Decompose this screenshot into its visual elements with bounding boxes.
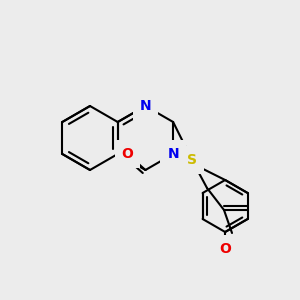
Text: O: O [219, 242, 231, 256]
Text: S: S [187, 153, 197, 167]
Text: N: N [167, 147, 179, 161]
Text: N: N [140, 99, 151, 113]
Text: O: O [122, 147, 134, 161]
